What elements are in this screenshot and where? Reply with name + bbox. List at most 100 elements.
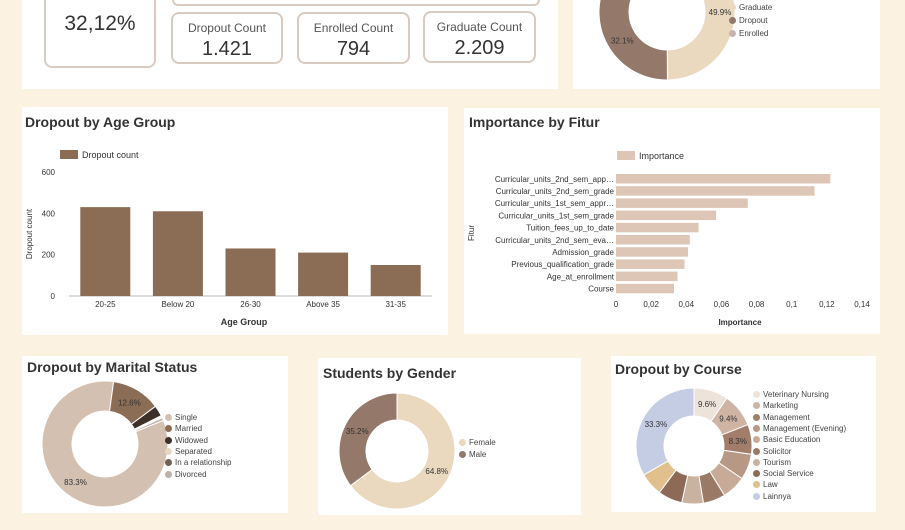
- status-data-label: 49.9%: [709, 8, 732, 17]
- fitur-bar-chart: Importance Curricular_units_2nd_sem_app… C…: [467, 151, 870, 327]
- status-slice: [666, 0, 736, 81]
- course-legend-label: Management (Evening): [763, 423, 847, 433]
- course-legend-swatch: [753, 424, 760, 432]
- course-chart-title: Dropout by Course: [615, 361, 742, 377]
- fitur-x-tick-label: 0,12: [819, 300, 835, 309]
- status-legend-swatch: [729, 30, 736, 37]
- age-chart-title: Dropout by Age Group: [25, 114, 176, 130]
- gender-slice: [349, 392, 456, 510]
- course-legend-item: Social Service: [753, 469, 814, 478]
- fitur-bar: [616, 186, 815, 196]
- gender-data-label: 64.8%: [425, 467, 448, 476]
- age-bar: [152, 211, 203, 296]
- fitur-y-tick-label: Curricular_units_2nd_sem_grade: [496, 187, 615, 196]
- status-legend-item: Enrolled: [729, 29, 768, 38]
- graduate-count-label: Graduate Count: [436, 20, 523, 34]
- fitur-legend-swatch: [617, 151, 635, 160]
- gender-legend-item: Female: [459, 438, 496, 447]
- fitur-y-tick-label: Curricular_units_1st_sem_appr…: [495, 199, 614, 208]
- enrolled-count-value: 794: [336, 38, 371, 60]
- status-legend-swatch: [729, 4, 736, 11]
- marital-legend-item: Separated: [165, 447, 212, 456]
- fitur-bar: [616, 198, 748, 208]
- marital-legend-item: Married: [165, 424, 202, 433]
- status-legend-label: Enrolled: [739, 29, 769, 38]
- fitur-bar: [616, 235, 690, 245]
- marital-donut-chart: 83.3% 12.6%: [41, 380, 169, 508]
- fitur-y-tick-label: Previous_qualification_grade: [511, 260, 614, 269]
- fitur-x-tick-label: 0,04: [678, 300, 694, 309]
- age-bar-chart: Dropout count 0 200 400 600 20-25 Below 20 26-3…: [25, 150, 432, 327]
- course-legend-swatch: [753, 447, 760, 455]
- graduate-count-value: 2.209: [454, 37, 505, 59]
- fitur-x-tick-label: 0,02: [643, 300, 659, 309]
- age-card: Dropout by Age Group Dropout count 0 200 40…: [22, 107, 448, 335]
- course-legend-item: Lainnya: [753, 492, 791, 501]
- enrolled-count-label: Enrolled Count: [313, 21, 394, 35]
- age-legend-swatch: [60, 150, 78, 159]
- marital-legend-swatch: [165, 459, 172, 467]
- course-legend-swatch: [753, 436, 760, 444]
- course-legend-label: Management: [763, 412, 810, 422]
- fitur-y-tick-label: Admission_grade: [552, 248, 614, 257]
- age-x-tick-label: 20-25: [95, 300, 116, 309]
- age-x-tick-label: Above 35: [306, 300, 340, 309]
- course-legend-item: Tourism: [753, 458, 791, 467]
- fitur-x-tick-label: 0,08: [749, 300, 765, 309]
- course-legend-label: Lainnya: [763, 491, 792, 501]
- marital-data-label: 83.3%: [64, 478, 87, 487]
- marital-data-label: 12.6%: [118, 399, 141, 408]
- course-legend-swatch: [753, 402, 760, 410]
- course-legend-swatch: [753, 492, 760, 500]
- age-bar: [370, 265, 421, 296]
- marital-legend-swatch: [165, 436, 172, 444]
- course-legend-item: Management: [753, 413, 810, 422]
- gender-chart-title: Students by Gender: [323, 365, 457, 381]
- gender-legend-label: Female: [469, 438, 496, 447]
- marital-slice: [134, 417, 165, 433]
- course-data-label: 9.6%: [698, 400, 716, 409]
- graduate-count-kpi: Graduate Count 2.209: [423, 11, 536, 63]
- course-legend-label: Law: [763, 480, 778, 490]
- fitur-bar: [616, 283, 674, 294]
- status-legend-label: Graduate: [739, 3, 773, 12]
- dropout-count-value: 1.421: [201, 38, 253, 60]
- fitur-bar: [616, 247, 689, 257]
- gender-donut-chart: 64.8% 35.2%: [338, 392, 456, 510]
- fitur-y-tick-label: Age_at_enrollment: [547, 272, 615, 281]
- course-legend-item: Marketing: [753, 401, 798, 410]
- course-data-label: 9.4%: [719, 415, 737, 424]
- age-x-tick-label: Below 20: [161, 300, 194, 309]
- marital-legend-swatch: [165, 470, 172, 478]
- fitur-y-tick-label: Curricular_units_2nd_sem_eva…: [495, 236, 614, 245]
- marital-card: Dropout by Marital Status 83.3% 12.6% Sin…: [22, 356, 288, 513]
- age-bar: [298, 252, 349, 296]
- fitur-y-axis-label: Fitur: [467, 225, 476, 241]
- course-legend-item: Management (Evening): [753, 424, 846, 433]
- gender-slice: [338, 392, 398, 487]
- age-y-tick-label: 600: [42, 168, 56, 177]
- course-legend-swatch: [753, 470, 760, 478]
- status-data-label: 32.1%: [611, 37, 634, 46]
- course-legend-label: Marketing: [763, 401, 799, 411]
- fitur-bar: [616, 222, 699, 233]
- fitur-card: Importance by Fitur Importance Curricular…: [464, 108, 880, 334]
- fitur-x-tick-label: 0,1: [786, 300, 798, 309]
- course-legend-label: Basic Education: [763, 435, 821, 445]
- dropout-rate-kpi: 32,12%: [44, 0, 156, 68]
- age-x-tick-label: 26-30: [240, 300, 261, 309]
- status-card: 49.9% 32.1% Graduate Dropout Enrolled: [573, 0, 880, 89]
- marital-legend-label: Widowed: [175, 435, 208, 445]
- status-legend-label: Dropout: [739, 16, 768, 25]
- dropout-rate-value: 32,12%: [64, 12, 136, 35]
- marital-legend-swatch: [165, 447, 172, 455]
- course-legend-swatch: [753, 458, 760, 466]
- marital-legend-label: Single: [175, 413, 198, 422]
- fitur-chart-title: Importance by Fitur: [469, 114, 600, 130]
- course-legend-item: Basic Education: [753, 435, 820, 444]
- fitur-bar: [616, 271, 678, 282]
- fitur-x-tick-label: 0,14: [854, 300, 870, 309]
- gender-data-label: 35.2%: [346, 427, 369, 436]
- course-legend-item: Law: [753, 480, 778, 489]
- gender-legend-item: Male: [459, 450, 486, 459]
